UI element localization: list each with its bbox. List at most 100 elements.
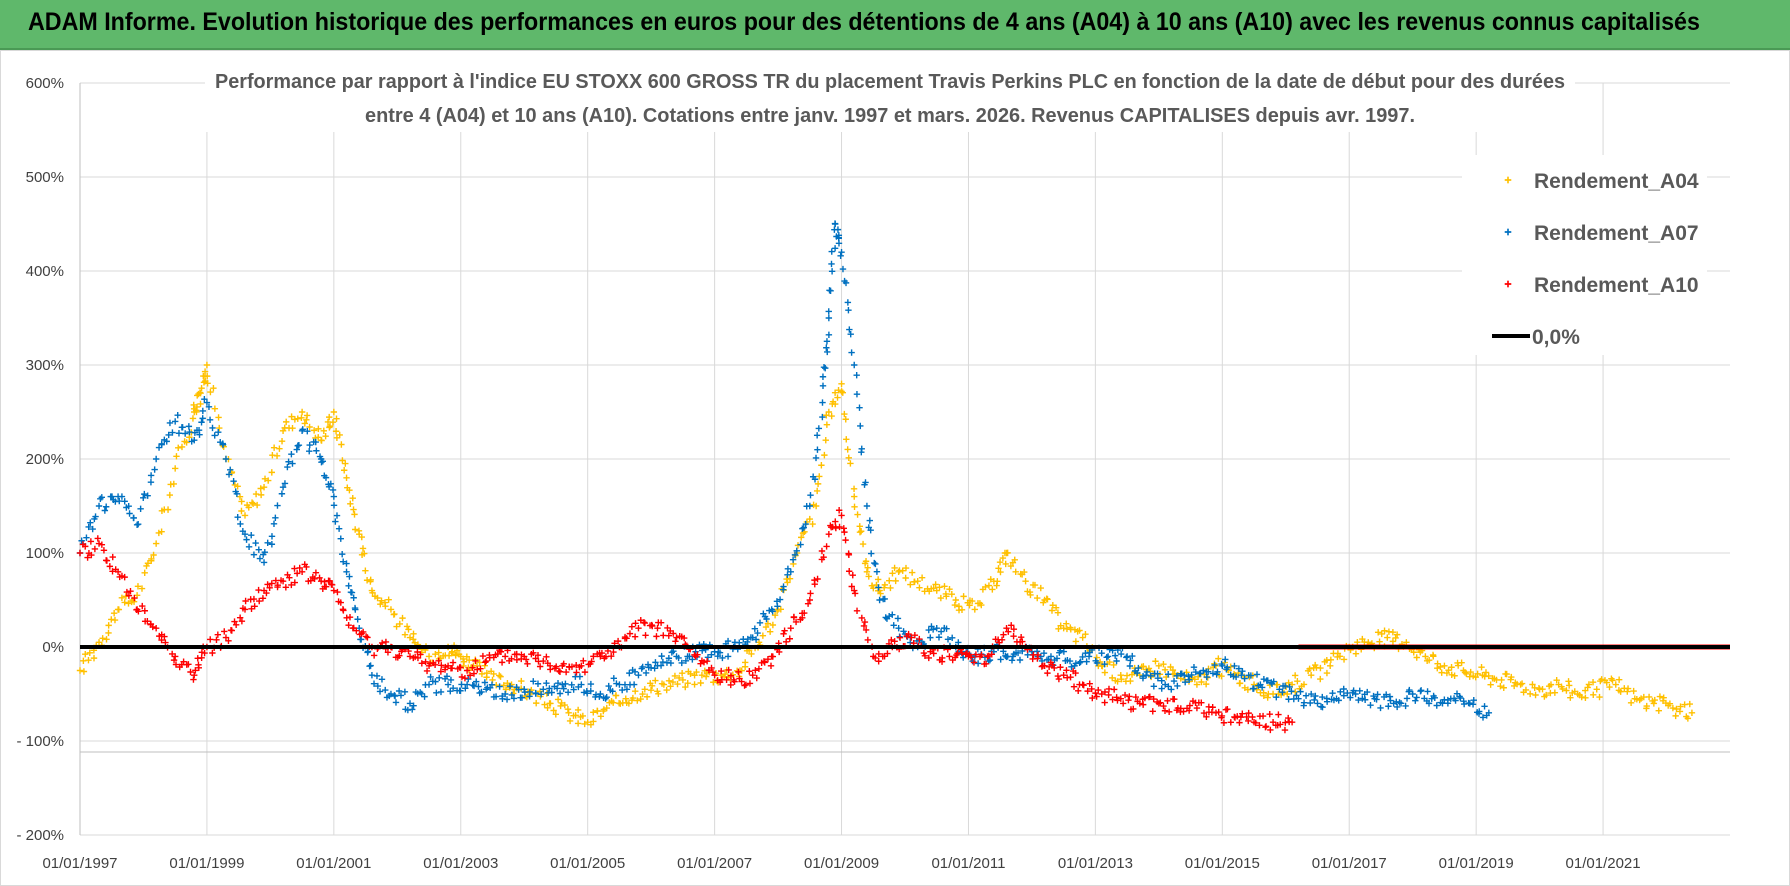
interp-Rendement_A04 bbox=[1518, 680, 1526, 687]
interp-Rendement_A04 bbox=[1454, 662, 1462, 669]
interp-Rendement_A07 bbox=[587, 680, 595, 688]
interp-Rendement_A04 bbox=[985, 582, 993, 589]
x-tick-label: 01/01/2013 bbox=[1058, 855, 1133, 872]
interp-Rendement_A07 bbox=[289, 460, 296, 467]
interp-Rendement_A07 bbox=[118, 493, 126, 500]
interp-Rendement_A10 bbox=[665, 632, 672, 639]
interp-Rendement_A04 bbox=[1584, 684, 1591, 691]
x-tick-label: 01/01/1999 bbox=[169, 855, 244, 872]
interp-Rendement_A07 bbox=[1281, 682, 1289, 690]
interp-Rendement_A04 bbox=[946, 585, 953, 593]
interp-Rendement_A04 bbox=[697, 679, 704, 687]
interp-Rendement_A04 bbox=[1624, 685, 1632, 692]
interp-Rendement_A04 bbox=[1393, 631, 1401, 638]
interp-Rendement_A04 bbox=[1048, 607, 1056, 614]
interp-Rendement_A10 bbox=[1113, 694, 1120, 701]
interp-Rendement_A10 bbox=[741, 682, 748, 689]
interp-Rendement_A04 bbox=[1306, 665, 1313, 673]
interp-Rendement_A07 bbox=[847, 330, 854, 338]
interp-Rendement_A10 bbox=[185, 661, 192, 668]
interp-Rendement_A10 bbox=[303, 563, 310, 571]
interp-Rendement_A10 bbox=[925, 654, 932, 662]
interp-Rendement_A10 bbox=[1160, 702, 1167, 710]
interp-Rendement_A07 bbox=[1403, 695, 1411, 702]
interp-Rendement_A07 bbox=[1377, 704, 1384, 712]
interp-Rendement_A10 bbox=[598, 649, 606, 657]
interp-Rendement_A10 bbox=[1180, 708, 1187, 715]
interp-Rendement_A04 bbox=[1202, 680, 1210, 688]
interp-Rendement_A07 bbox=[147, 479, 155, 486]
interp-Rendement_A04 bbox=[245, 504, 252, 511]
interp-Rendement_A10 bbox=[1277, 721, 1284, 728]
interp-Rendement_A10 bbox=[590, 653, 597, 660]
interp-Rendement_A04 bbox=[238, 498, 245, 505]
interp-Rendement_A10 bbox=[760, 658, 768, 665]
interp-Rendement_A07 bbox=[215, 428, 222, 436]
interp-Rendement_A10 bbox=[486, 651, 493, 659]
interp-Rendement_A04 bbox=[629, 694, 637, 702]
interp-Rendement_A04 bbox=[908, 569, 916, 576]
interp-Rendement_A04 bbox=[361, 550, 368, 557]
interp-Rendement_A10 bbox=[1045, 663, 1053, 671]
interp-Rendement_A10 bbox=[207, 636, 214, 643]
interp-Rendement_A10 bbox=[437, 668, 445, 675]
interp-Rendement_A04 bbox=[1057, 622, 1064, 629]
interp-Rendement_A10 bbox=[236, 614, 244, 621]
interp-Rendement_A04 bbox=[1227, 663, 1234, 670]
series-Rendement_A10 bbox=[76, 507, 1296, 734]
interp-Rendement_A07 bbox=[603, 694, 610, 701]
interp-Rendement_A10 bbox=[239, 605, 247, 612]
interp-Rendement_A07 bbox=[392, 699, 400, 706]
interp-Rendement_A07 bbox=[1076, 659, 1083, 666]
x-tick-label: 01/01/2017 bbox=[1312, 855, 1387, 872]
interp-Rendement_A10 bbox=[836, 523, 843, 531]
interp-Rendement_A10 bbox=[1164, 697, 1171, 705]
interp-Rendement_A10 bbox=[767, 662, 775, 669]
interp-Rendement_A10 bbox=[1134, 698, 1141, 705]
interp-Rendement_A04 bbox=[784, 579, 791, 586]
interp-Rendement_A04 bbox=[322, 433, 329, 440]
interp-Rendement_A07 bbox=[1117, 650, 1125, 658]
interp-Rendement_A04 bbox=[236, 493, 244, 500]
interp-Rendement_A10 bbox=[1171, 695, 1178, 703]
interp-Rendement_A07 bbox=[449, 684, 457, 692]
point-Rendement_A04 bbox=[152, 540, 160, 547]
interp-Rendement_A07 bbox=[492, 693, 500, 700]
interp-Rendement_A07 bbox=[1123, 654, 1130, 661]
interp-Rendement_A04 bbox=[1123, 672, 1131, 679]
point-Rendement_A10 bbox=[76, 549, 84, 557]
interp-Rendement_A07 bbox=[969, 657, 976, 665]
interp-Rendement_A04 bbox=[1076, 627, 1083, 634]
interp-Rendement_A07 bbox=[1178, 670, 1186, 677]
interp-Rendement_A10 bbox=[573, 669, 580, 676]
interp-Rendement_A07 bbox=[108, 493, 116, 500]
interp-Rendement_A04 bbox=[936, 584, 943, 591]
interp-Rendement_A04 bbox=[141, 569, 148, 577]
interp-Rendement_A10 bbox=[1245, 709, 1252, 717]
interp-Rendement_A04 bbox=[687, 670, 694, 678]
interp-Rendement_A04 bbox=[500, 682, 507, 689]
interp-Rendement_A10 bbox=[534, 651, 542, 659]
interp-Rendement_A04 bbox=[1651, 696, 1658, 704]
interp-Rendement_A10 bbox=[466, 672, 474, 679]
interp-Rendement_A04 bbox=[1291, 672, 1299, 679]
interp-Rendement_A10 bbox=[87, 538, 95, 545]
interp-Rendement_A04 bbox=[278, 438, 286, 445]
point-Rendement_A04 bbox=[641, 686, 649, 693]
interp-Rendement_A07 bbox=[835, 240, 843, 247]
interp-Rendement_A07 bbox=[201, 395, 208, 403]
point-Rendement_A07 bbox=[330, 493, 338, 500]
interp-Rendement_A07 bbox=[181, 430, 189, 437]
interp-Rendement_A04 bbox=[105, 629, 112, 637]
interp-Rendement_A07 bbox=[1393, 703, 1401, 711]
point-Rendement_A10 bbox=[1117, 695, 1124, 702]
interp-Rendement_A04 bbox=[828, 412, 835, 420]
interp-Rendement_A04 bbox=[816, 473, 823, 480]
interp-Rendement_A04 bbox=[1497, 682, 1504, 690]
interp-Rendement_A10 bbox=[91, 545, 99, 553]
interp-Rendement_A07 bbox=[288, 450, 295, 458]
interp-Rendement_A04 bbox=[665, 677, 673, 684]
interp-Rendement_A04 bbox=[497, 673, 504, 680]
interp-Rendement_A10 bbox=[242, 597, 249, 605]
